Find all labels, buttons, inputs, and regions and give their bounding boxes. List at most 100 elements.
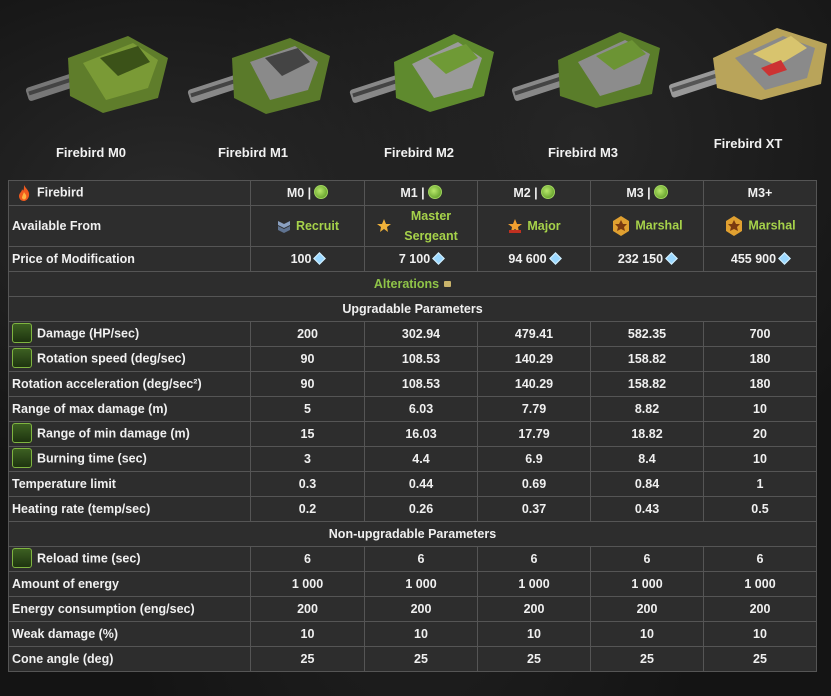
- param-label-cell: Weak damage (%): [8, 621, 251, 647]
- lock-icon: [444, 280, 452, 287]
- price-row: Price of Modification 100 7 100 94 600 2…: [8, 246, 817, 272]
- param-value: 6: [703, 546, 817, 572]
- rank-name: Major: [527, 218, 561, 233]
- param-value: 25: [477, 646, 591, 672]
- price-value: 94 600: [508, 252, 547, 266]
- param-label: Energy consumption (eng/sec): [12, 602, 195, 616]
- param-value: 10: [250, 621, 365, 647]
- param-label: Range of max damage (m): [12, 402, 168, 416]
- rank-cell: Major: [477, 205, 591, 247]
- price-value: 455 900: [730, 252, 777, 266]
- param-value: 158.82: [590, 346, 704, 372]
- param-row: Cone angle (deg) 25 25 25 25 25: [8, 646, 817, 672]
- turret-m2-image: [349, 34, 494, 112]
- table-header-row: Firebird M0 | M1 | M2 | M3 | M3+: [8, 180, 817, 206]
- marshal-rank-icon: [613, 216, 630, 236]
- non-upgradable-section-row: Non-upgradable Parameters: [8, 521, 817, 547]
- turret-name: Firebird XT: [713, 136, 783, 151]
- price-cell: 100: [250, 246, 365, 272]
- modification-icon: [427, 185, 442, 200]
- mod-header-m3: M3 |: [590, 180, 704, 206]
- param-value: 0.26: [364, 496, 478, 522]
- param-value: 302.94: [364, 321, 478, 347]
- param-value: 0.43: [590, 496, 704, 522]
- param-row: Reload time (sec) 6 6 6 6 6: [8, 546, 817, 572]
- param-label-cell: Cone angle (deg): [8, 646, 251, 672]
- mod-label: M2 |: [513, 185, 538, 200]
- param-row: Weak damage (%) 10 10 10 10 10: [8, 621, 817, 647]
- param-value: 7.79: [477, 396, 591, 422]
- param-value: 25: [703, 646, 817, 672]
- param-value: 6: [477, 546, 591, 572]
- mod-header-m2: M2 |: [477, 180, 591, 206]
- param-row: Amount of energy 1 000 1 000 1 000 1 000 1 00…: [8, 571, 817, 597]
- turret-m3-image: [511, 32, 660, 108]
- mod-header-m0: M0 |: [250, 180, 365, 206]
- param-label: Range of min damage (m): [37, 426, 190, 441]
- damage-icon: [12, 323, 32, 343]
- param-value: 10: [703, 396, 817, 422]
- turret-card-m1: Firebird M1: [170, 0, 336, 178]
- turret-gallery: Firebird M0 Firebird M1 Firebird M2: [0, 0, 831, 178]
- param-value: 0.44: [364, 471, 478, 497]
- row-label: Available From: [8, 205, 251, 247]
- price-cell: 455 900: [703, 246, 817, 272]
- crystal-icon: [313, 252, 327, 266]
- param-value: 5: [250, 396, 365, 422]
- param-value: 6: [364, 546, 478, 572]
- crystal-icon: [432, 252, 446, 266]
- param-label: Weak damage (%): [12, 627, 119, 641]
- param-value: 582.35: [590, 321, 704, 347]
- param-value: 140.29: [477, 346, 591, 372]
- param-row: Rotation acceleration (deg/sec²) 90 108.53…: [8, 371, 817, 397]
- param-value: 200: [250, 596, 365, 622]
- param-row: Damage (HP/sec) 200 302.94 479.41 582.35 700: [8, 321, 817, 347]
- table-title-cell: Firebird: [8, 180, 251, 206]
- rank-name: Marshal: [748, 218, 796, 233]
- flame-icon: [19, 185, 30, 201]
- param-value: 180: [703, 346, 817, 372]
- param-label-cell: Amount of energy: [8, 571, 251, 597]
- param-value: 0.5: [703, 496, 817, 522]
- alterations-label: Alterations: [373, 277, 440, 291]
- row-label: Price of Modification: [8, 246, 251, 272]
- price-cell: 7 100: [364, 246, 478, 272]
- modification-icon: [314, 185, 329, 200]
- param-value: 479.41: [477, 321, 591, 347]
- param-value: 25: [364, 646, 478, 672]
- major-rank-icon: [508, 219, 523, 234]
- param-value: 90: [250, 371, 365, 397]
- range-icon: [12, 423, 32, 443]
- param-label-cell: Range of min damage (m): [8, 421, 251, 447]
- section-title: Upgradable Parameters: [8, 296, 817, 322]
- param-row: Rotation speed (deg/sec) 90 108.53 140.29 15…: [8, 346, 817, 372]
- turret-card-m3: Firebird M3: [500, 0, 666, 178]
- param-value: 1 000: [703, 571, 817, 597]
- param-label-cell: Reload time (sec): [8, 546, 251, 572]
- param-row: Heating rate (temp/sec) 0.2 0.26 0.37 0.43 0.…: [8, 496, 817, 522]
- param-label-cell: Rotation speed (deg/sec): [8, 346, 251, 372]
- param-label: Reload time (sec): [37, 551, 141, 566]
- param-value: 200: [590, 596, 704, 622]
- rank-name: Recruit: [295, 218, 340, 233]
- mod-label: M1 |: [400, 185, 425, 200]
- param-value: 1 000: [250, 571, 365, 597]
- mod-label: M3+: [747, 186, 773, 200]
- mod-header-m3plus: M3+: [703, 180, 817, 206]
- rank-cell: Marshal: [590, 205, 704, 247]
- alterations-row[interactable]: Alterations: [8, 271, 817, 297]
- param-value: 200: [477, 596, 591, 622]
- param-value: 158.82: [590, 371, 704, 397]
- alterations-toggle[interactable]: Alterations: [8, 271, 817, 297]
- reload-icon: [12, 548, 32, 568]
- turret-m1-image: [187, 38, 330, 114]
- rank-cell: Recruit: [250, 205, 365, 247]
- rotation-speed-icon: [12, 348, 32, 368]
- param-value: 200: [250, 321, 365, 347]
- param-value: 16.03: [364, 421, 478, 447]
- param-value: 10: [364, 621, 478, 647]
- param-value: 6: [250, 546, 365, 572]
- master-sergeant-rank-icon: [377, 219, 391, 232]
- param-value: 3: [250, 446, 365, 472]
- param-value: 8.4: [590, 446, 704, 472]
